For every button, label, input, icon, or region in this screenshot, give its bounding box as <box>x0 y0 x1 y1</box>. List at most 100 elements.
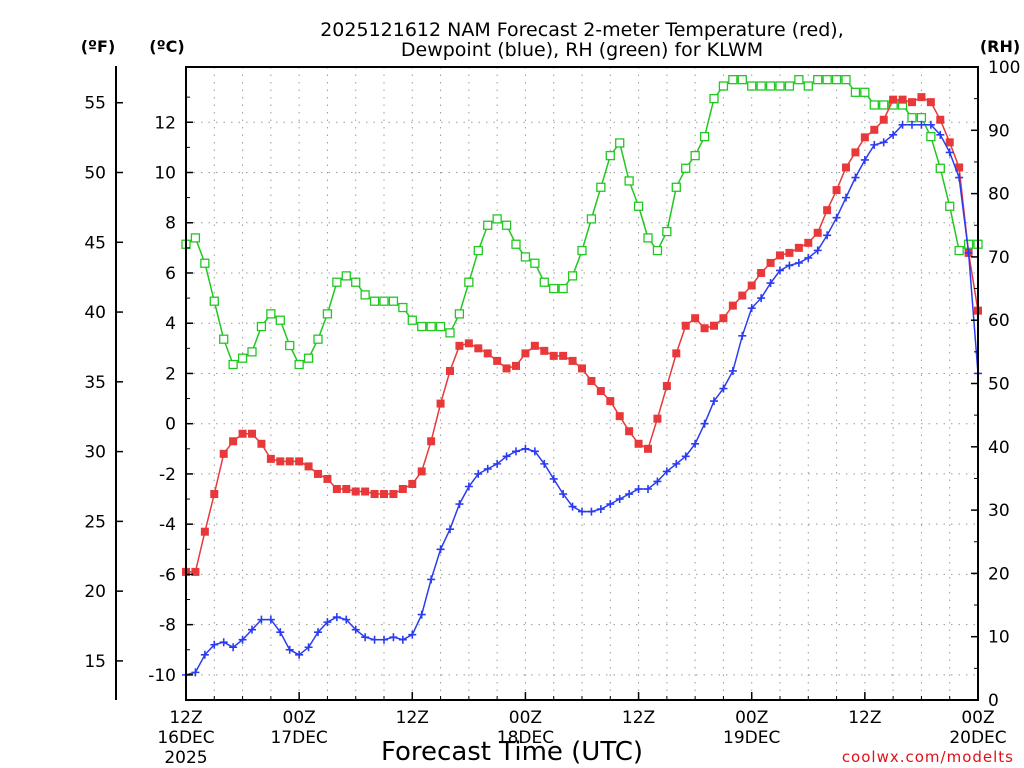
point-temperature <box>672 349 681 358</box>
point-temperature <box>587 376 596 385</box>
point-temperature <box>653 414 662 423</box>
point-rh <box>209 296 219 306</box>
point-rh <box>190 233 201 243</box>
point-temperature <box>823 206 832 215</box>
fahrenheit-tick-label: 20 <box>84 582 106 602</box>
point-dewpoint <box>700 419 709 428</box>
fahrenheit-tick-label: 50 <box>84 164 106 184</box>
time-tick-label: 12Z <box>622 708 655 728</box>
point-temperature <box>832 186 841 195</box>
time-tick-date: 16DEC <box>157 728 214 748</box>
unit-label-fahrenheit: (ºF) <box>81 37 116 56</box>
point-dewpoint <box>644 485 652 493</box>
point-rh <box>747 81 757 91</box>
series-line-rh <box>185 78 978 366</box>
point-rh <box>369 296 380 306</box>
time-tick-date: 20DEC <box>949 728 1006 748</box>
point-temperature <box>314 469 322 478</box>
point-dewpoint <box>512 447 520 456</box>
point-dewpoint <box>653 477 662 486</box>
chart-title-line-1: 2025121612 NAM Forecast 2-meter Temperat… <box>320 19 844 41</box>
point-dewpoint <box>813 246 822 255</box>
credit-link[interactable]: coolwx.com/modelts <box>842 748 1014 766</box>
point-rh <box>435 321 446 332</box>
point-rh <box>699 131 710 142</box>
fahrenheit-tick-label: 30 <box>84 443 106 463</box>
point-rh <box>728 75 738 85</box>
point-rh <box>624 176 634 186</box>
celsius-tick-label: 2 <box>165 364 176 384</box>
point-dewpoint <box>568 502 577 511</box>
point-dewpoint <box>766 279 775 288</box>
celsius-axis: -10 -8 -6 -4 -2 0 2 4 6 8 10 12 <box>148 96 193 686</box>
point-rh <box>813 75 823 85</box>
point-rh <box>643 233 653 243</box>
rh-tick-label: 70 <box>988 248 1010 268</box>
point-temperature <box>408 479 417 488</box>
point-temperature <box>738 291 747 300</box>
point-dewpoint <box>672 459 681 468</box>
point-dewpoint <box>738 331 747 340</box>
point-temperature <box>766 258 775 267</box>
point-dewpoint <box>502 452 511 461</box>
point-dewpoint <box>285 645 294 654</box>
series-rh <box>181 75 983 370</box>
point-rh <box>784 81 795 91</box>
point-rh <box>567 271 578 281</box>
point-rh <box>473 245 483 256</box>
point-dewpoint <box>398 635 407 644</box>
fahrenheit-tick-label: 55 <box>84 94 106 114</box>
point-rh <box>407 315 417 325</box>
point-rh <box>275 315 285 325</box>
point-rh <box>718 81 729 91</box>
point-dewpoint <box>728 366 737 375</box>
point-temperature <box>427 437 436 446</box>
point-temperature <box>615 412 624 421</box>
unit-label-celsius: (ºC) <box>149 37 184 56</box>
point-dewpoint <box>323 618 332 627</box>
point-dewpoint <box>634 485 643 493</box>
point-temperature <box>332 485 341 493</box>
point-temperature <box>342 485 351 493</box>
point-rh <box>850 87 861 97</box>
celsius-tick-label: 12 <box>154 113 176 133</box>
point-temperature <box>559 351 568 360</box>
point-temperature <box>191 567 200 576</box>
point-rh <box>615 138 625 148</box>
point-temperature <box>304 462 313 471</box>
point-temperature <box>700 324 709 333</box>
point-dewpoint <box>945 148 954 157</box>
point-temperature <box>417 467 426 476</box>
point-temperature <box>446 366 454 375</box>
point-rh <box>671 182 681 192</box>
point-dewpoint <box>889 130 898 139</box>
point-dewpoint <box>276 628 285 637</box>
point-temperature <box>719 314 728 323</box>
point-rh <box>860 87 870 97</box>
point-temperature <box>266 454 275 463</box>
time-tick-date: 19DEC <box>723 728 780 748</box>
point-rh <box>822 75 832 85</box>
point-dewpoint <box>474 469 483 478</box>
rh-tick-label: 0 <box>988 691 999 711</box>
point-rh <box>379 296 389 306</box>
celsius-tick-label: -6 <box>159 565 176 585</box>
point-temperature <box>926 98 935 107</box>
point-dewpoint <box>681 452 690 461</box>
point-dewpoint <box>361 633 370 642</box>
point-dewpoint <box>408 630 417 639</box>
point-rh <box>737 75 747 85</box>
point-rh <box>351 277 361 287</box>
point-rh <box>803 81 813 91</box>
point-temperature <box>229 437 238 446</box>
point-dewpoint <box>248 625 256 634</box>
fahrenheit-tick-label: 45 <box>84 233 106 253</box>
point-temperature <box>757 268 766 277</box>
time-tick-date: 17DEC <box>270 728 327 748</box>
series-dewpoint <box>182 120 982 679</box>
point-dewpoint <box>615 495 624 504</box>
celsius-tick-label: 10 <box>154 164 176 184</box>
point-temperature <box>521 349 530 358</box>
point-rh <box>907 112 917 123</box>
